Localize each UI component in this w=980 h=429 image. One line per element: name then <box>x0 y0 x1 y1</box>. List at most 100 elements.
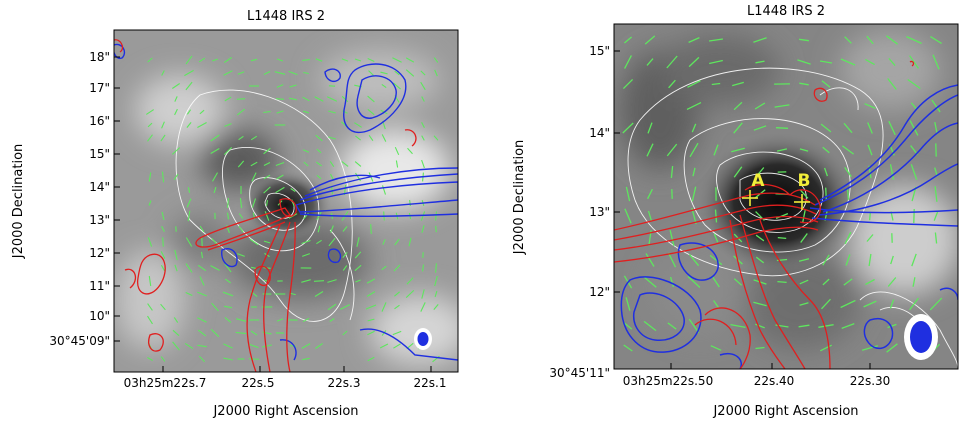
polarization-vector <box>799 189 809 199</box>
polarization-vector <box>622 78 634 90</box>
polarization-vector <box>238 225 244 233</box>
y-tick-label: 13" <box>89 213 110 227</box>
polarization-vector <box>161 121 165 129</box>
polarization-vector <box>866 234 874 242</box>
right-blue-contours <box>620 84 958 369</box>
polarization-vector <box>199 225 205 233</box>
polarization-vector <box>355 279 361 283</box>
polarization-vector <box>161 171 165 183</box>
polarization-vector <box>755 256 765 264</box>
polarization-vector <box>623 344 633 352</box>
x-tick-label: 22s.30 <box>850 374 891 388</box>
polarization-vector <box>392 57 402 63</box>
polarization-vector <box>342 330 348 336</box>
x-tick-label: 22s.3 <box>328 376 361 390</box>
y-tick-label: 12" <box>589 285 610 299</box>
polarization-vector <box>393 82 401 90</box>
polarization-vector <box>887 323 897 329</box>
polarization-vector <box>367 318 375 322</box>
polarization-vector <box>393 264 401 272</box>
polarization-vector <box>777 236 787 240</box>
polarization-vector <box>171 83 181 89</box>
polarization-vector <box>434 290 438 298</box>
polarization-vector <box>274 71 286 75</box>
polarization-vector <box>354 264 362 272</box>
polarization-vector <box>733 101 743 111</box>
polarization-vector <box>210 134 220 142</box>
polarization-vector <box>185 237 193 247</box>
y-tick-label: 12" <box>89 246 110 260</box>
polarization-vector <box>889 299 895 309</box>
polarization-vector <box>435 225 437 233</box>
polarization-vector <box>223 357 233 361</box>
polarization-vector <box>147 237 153 247</box>
polarization-vector <box>670 166 674 178</box>
polarization-vector <box>841 322 855 330</box>
polarization-vector <box>315 343 323 349</box>
left-x-axis-label: J2000 Right Ascension <box>212 404 358 419</box>
polarization-vector <box>262 344 272 348</box>
polarization-vector <box>290 292 296 296</box>
polarization-vector <box>197 344 207 348</box>
polarization-vector <box>888 57 896 67</box>
polarization-vector <box>643 320 657 332</box>
polarization-vector <box>224 317 232 323</box>
right-polarization-vectors <box>622 35 943 353</box>
polarization-vector <box>407 147 413 155</box>
polarization-vector <box>326 96 338 102</box>
y-tick-label: 30°45'11" <box>549 366 610 380</box>
polarization-vector <box>820 123 832 133</box>
right-y-tick-labels: 30°45'11" 12" 13" 14" 15" <box>549 44 610 380</box>
polarization-vector <box>435 263 437 273</box>
polarization-vector <box>433 57 439 63</box>
polarization-vector <box>173 317 179 323</box>
left-panel: L1448 IRS 2 <box>11 9 459 419</box>
left-panel-title: L1448 IRS 2 <box>247 9 325 24</box>
polarization-vector <box>667 252 677 268</box>
polarization-vector <box>381 134 387 142</box>
y-tick-label: 15" <box>89 147 110 161</box>
polarization-vector <box>863 300 877 308</box>
polarization-vector <box>818 324 834 328</box>
polarization-vector <box>368 134 374 142</box>
polarization-vector <box>799 148 809 152</box>
polarization-vector <box>689 142 699 158</box>
polarization-vector <box>890 255 894 265</box>
polarization-vector <box>315 161 323 167</box>
polarization-vector <box>366 291 376 297</box>
polarization-vector <box>819 60 833 64</box>
left-y-axis-label: J2000 Declination <box>11 144 26 260</box>
polarization-vector <box>249 238 259 246</box>
y-tick-label: 30°45'09" <box>49 334 110 348</box>
y-tick-label: 11" <box>89 279 110 293</box>
polarization-vector <box>263 110 271 114</box>
polarization-vector <box>210 148 220 154</box>
polarization-vector <box>687 276 701 288</box>
polarization-vector <box>341 58 349 62</box>
polarization-vector <box>238 213 244 219</box>
polarization-vector <box>276 58 284 62</box>
polarization-vector <box>667 322 677 330</box>
polarization-vector <box>316 174 322 180</box>
polarization-vector <box>146 109 154 115</box>
polarization-vector <box>886 35 898 45</box>
polarization-vector <box>886 343 898 353</box>
polarization-vector <box>147 315 153 325</box>
polarization-vector <box>822 146 830 154</box>
polarization-vector <box>341 161 349 167</box>
polarization-vector <box>367 330 375 336</box>
polarization-vector <box>906 36 922 44</box>
polarization-vector <box>263 162 271 166</box>
polarization-vector <box>223 343 233 349</box>
polarization-vector <box>264 211 270 221</box>
polarization-vector <box>645 253 655 267</box>
left-x-tick-labels: 03h25m22s.7 22s.5 22s.3 22s.1 <box>124 376 447 390</box>
x-tick-label: 03h25m22s.7 <box>124 376 207 390</box>
polarization-vector <box>623 36 633 44</box>
polarization-vector <box>709 59 723 65</box>
polarization-vector <box>288 70 298 76</box>
polarization-vector <box>844 167 852 177</box>
polarization-vector <box>212 172 218 182</box>
polarization-vector <box>227 198 229 208</box>
polarization-vector <box>909 297 919 311</box>
